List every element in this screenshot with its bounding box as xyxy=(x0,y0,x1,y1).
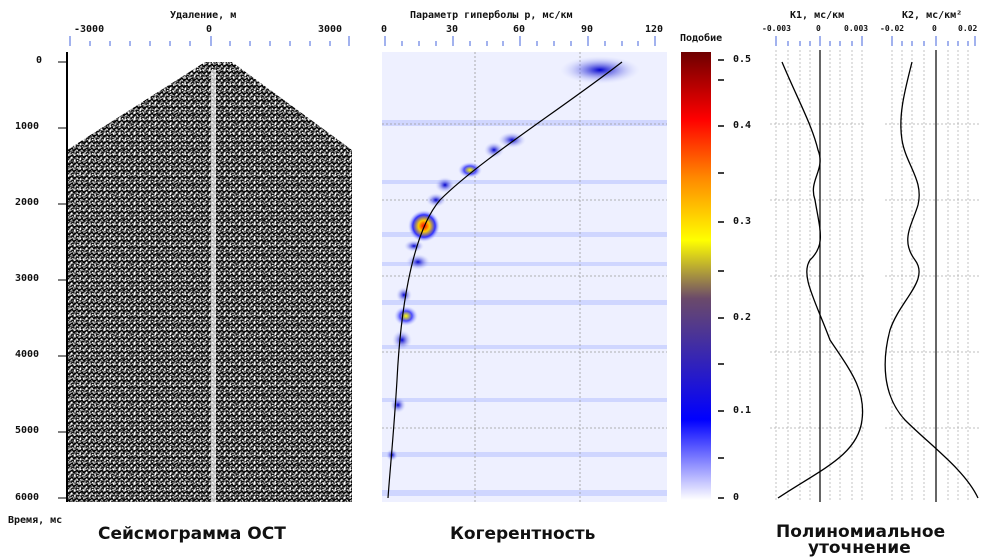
colorbar-tick: 0.5 xyxy=(733,54,752,65)
seismogram-caption: Сейсмограмма ОСТ xyxy=(98,524,286,544)
k1-panel xyxy=(770,36,866,502)
coherence-xtick: 30 xyxy=(446,24,459,35)
coherence-xtick: 0 xyxy=(381,24,388,35)
colorbar-tick: 0.3 xyxy=(733,216,752,227)
seismogram-xtick-center: 0 xyxy=(206,24,213,35)
seismogram-xtick-right: 3000 xyxy=(318,24,343,35)
velocity-pick-curve xyxy=(387,61,623,499)
seismogram-ytick: 3000 xyxy=(15,273,40,284)
k2-xtick: 0.02 xyxy=(958,24,978,33)
colorbar-gradient xyxy=(681,52,711,500)
seismogram-ytick: 6000 xyxy=(15,492,40,503)
coherence-xtick: 60 xyxy=(513,24,526,35)
coherence-caption: Когерентность xyxy=(450,524,596,544)
colorbar-tick: 0.2 xyxy=(733,312,752,323)
polynomial-caption-line2: уточнение xyxy=(808,538,911,558)
k2-curve xyxy=(884,61,979,499)
seismogram-ytick: 1000 xyxy=(15,121,40,132)
k2-xtick: 0 xyxy=(932,24,937,33)
seismogram-ytick: 0 xyxy=(36,55,43,66)
polynomial-caption-line1: Полиномиальное xyxy=(776,522,946,542)
mute-zone xyxy=(67,52,352,150)
seismogram-xtick-left: -3000 xyxy=(74,24,105,35)
colorbar-tick: 0.1 xyxy=(733,405,752,416)
colorbar xyxy=(681,52,724,500)
coherence-title: Параметр гиперболы p, мс/км xyxy=(410,10,573,21)
seismogram-panel xyxy=(58,36,352,502)
k1-title: K1, мс/км xyxy=(790,10,845,21)
colorbar-tick: 0 xyxy=(733,492,740,503)
seismogram-ytick: 5000 xyxy=(15,425,40,436)
k2-title: K2, мс/км² xyxy=(902,10,963,21)
colorbar-title: Подобие xyxy=(680,33,723,44)
k2-panel xyxy=(884,36,980,502)
seismogram-y-axis-label: Время, мс xyxy=(8,515,63,526)
seismogram-ytick: 2000 xyxy=(15,197,40,208)
colorbar-tick: 0.4 xyxy=(733,120,752,131)
seismogram-title: Удаление, м xyxy=(170,10,237,21)
coherence-background xyxy=(382,52,667,502)
coherence-panel xyxy=(382,36,667,502)
seismogram-ytick: 4000 xyxy=(15,349,40,360)
k1-curve xyxy=(777,61,864,499)
k1-xtick: -0.003 xyxy=(762,24,791,33)
coherence-xtick: 90 xyxy=(581,24,594,35)
k1-xtick: 0 xyxy=(816,24,821,33)
k2-xtick: -0.02 xyxy=(880,24,905,33)
k1-xtick: 0.003 xyxy=(844,24,869,33)
coherence-xtick: 120 xyxy=(645,24,664,35)
